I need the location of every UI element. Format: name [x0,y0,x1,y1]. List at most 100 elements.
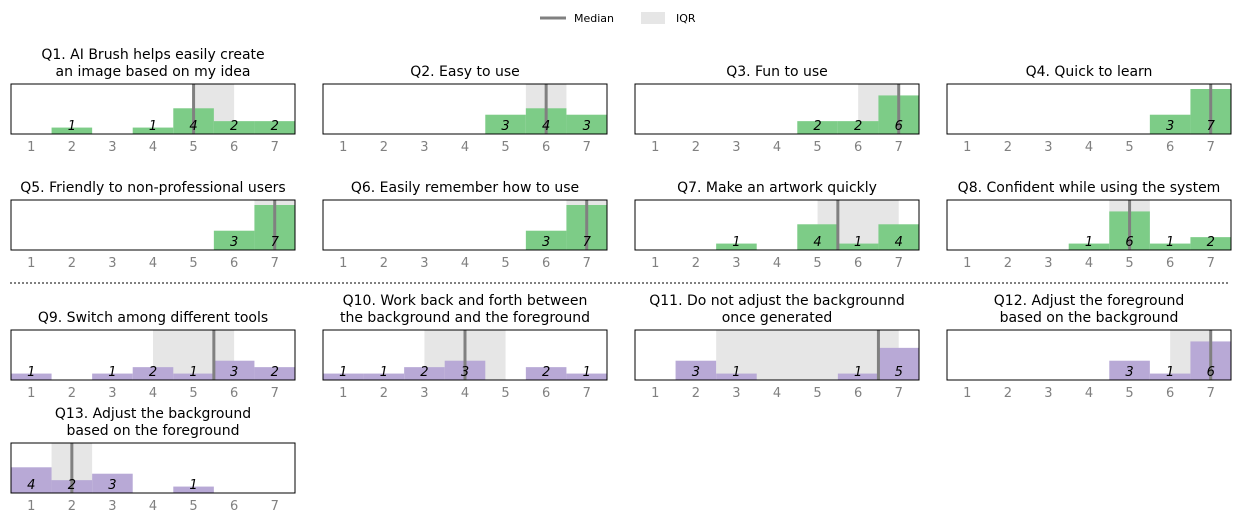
bar [525,230,567,250]
count-label: 3 [501,119,509,134]
x-tick-label: 2 [68,386,76,401]
count-label: 1 [339,365,347,380]
x-tick-label: 7 [271,499,279,514]
count-label: 2 [1207,235,1215,250]
x-tick-label: 3 [1044,256,1052,271]
panel-title: Q6. Easily remember how to use [351,180,579,196]
x-tick-label: 7 [583,256,591,271]
bar [254,367,295,380]
count-label: 5 [895,365,903,380]
x-tick-label: 2 [68,499,76,514]
bar [51,127,93,134]
x-tick-label: 1 [651,386,659,401]
x-tick-label: 1 [339,386,347,401]
x-tick-label: 2 [68,140,76,155]
x-tick-label: 1 [27,140,35,155]
count-label: 1 [149,119,157,134]
x-tick-label: 3 [108,386,116,401]
panel-title: an image based on my idea [56,64,251,80]
x-tick-label: 1 [651,140,659,155]
x-tick-label: 5 [813,386,821,401]
count-label: 4 [813,235,821,250]
bar [716,373,757,380]
x-tick-label: 5 [189,256,197,271]
count-label: 3 [230,365,238,380]
x-tick-label: 2 [1004,386,1012,401]
count-label: 2 [149,365,157,380]
bar [837,121,879,134]
panel-title: Q13. Adjust the background [55,406,251,422]
count-label: 1 [68,119,76,134]
count-label: 1 [854,235,862,250]
count-label: 6 [1125,235,1133,250]
x-tick-label: 5 [1125,256,1133,271]
panel-title: Q1. AI Brush helps easily create [41,47,264,63]
x-tick-label: 2 [692,256,700,271]
count-label: 2 [813,119,821,134]
x-tick-label: 7 [271,386,279,401]
x-tick-label: 5 [501,256,509,271]
bar [1149,373,1191,380]
count-label: 2 [230,119,238,134]
bar [566,114,607,134]
plot-frame [634,199,920,251]
count-label: 2 [271,119,279,134]
x-tick-label: 1 [963,256,971,271]
panel-title: Q3. Fun to use [726,64,828,80]
x-tick-label: 2 [1004,140,1012,155]
count-label: 3 [692,365,700,380]
bar [1109,360,1150,380]
count-label: 1 [1166,235,1174,250]
bar [485,114,526,134]
count-label: 4 [27,478,35,493]
x-tick-label: 4 [773,256,781,271]
panel-title: Q4. Quick to learn [1026,64,1153,80]
bar [92,373,133,380]
x-tick-label: 6 [230,140,238,155]
count-label: 3 [1125,365,1133,380]
x-tick-label: 6 [854,256,862,271]
bar [525,367,567,380]
count-label: 3 [108,478,116,493]
count-label: 2 [542,365,550,380]
count-label: 1 [732,235,740,250]
x-tick-label: 5 [189,499,197,514]
x-tick-label: 3 [108,499,116,514]
x-tick-label: 1 [339,140,347,155]
bar [92,473,133,493]
panel-q5: Q5. Friendly to non-professional users 3 7… [10,180,296,271]
x-tick-label: 3 [732,140,740,155]
x-tick-label: 7 [271,140,279,155]
x-tick-label: 2 [380,140,388,155]
x-tick-label: 7 [1207,386,1215,401]
plot-frame [10,329,296,381]
bar [213,230,255,250]
panel-title: the background and the foreground [340,310,590,326]
count-label: 1 [1166,365,1174,380]
count-label: 1 [1085,235,1093,250]
bar [173,486,214,493]
bar [323,373,364,380]
bar [797,224,838,250]
count-label: 4 [895,235,903,250]
bar [797,121,838,134]
x-tick-label: 3 [420,140,428,155]
x-tick-label: 3 [732,256,740,271]
panel-title: Q10. Work back and forth between [343,293,588,309]
x-tick-label: 5 [189,386,197,401]
count-label: 3 [1166,119,1174,134]
x-tick-label: 1 [963,140,971,155]
panel-title: based on the background [1000,310,1179,326]
count-label: 1 [189,365,197,380]
count-label: 1 [108,365,116,380]
count-label: 7 [583,235,592,250]
x-tick-label: 4 [1085,140,1093,155]
x-tick-label: 1 [27,386,35,401]
count-label: 3 [583,119,591,134]
count-label: 6 [1207,365,1215,380]
bar [675,360,717,380]
x-tick-label: 3 [1044,386,1052,401]
x-tick-label: 6 [1166,140,1174,155]
